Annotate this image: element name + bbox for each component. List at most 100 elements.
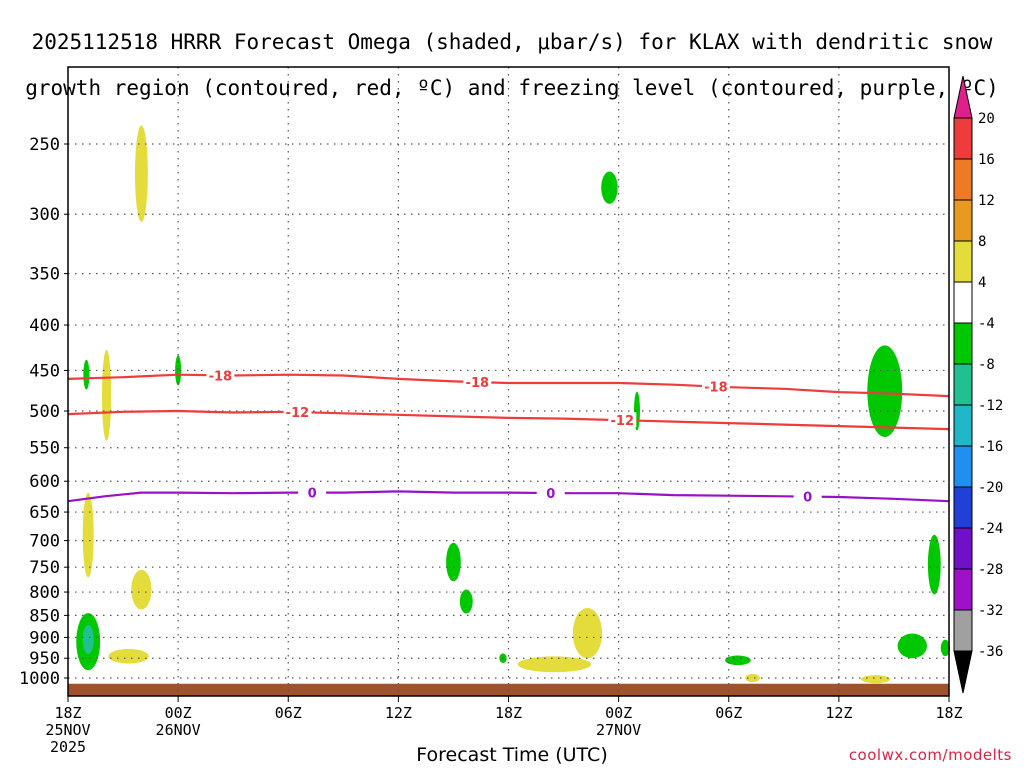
xtick-label-0-1: 25NOV [45,721,90,739]
colorbar-label-8: -16 [978,439,1003,455]
ytick-label-650: 650 [29,503,60,523]
xtick-label-5-1: 27NOV [596,721,641,739]
colorbar-bin-1 [953,158,973,201]
xtick-label-0-0: 18Z [54,704,81,722]
omega-region-6 [867,345,903,438]
contour-lines: -18 -18 -18 -12 -12 0 0 0 [67,367,950,506]
contour-1 [67,409,950,431]
contour-label-bg-1-1 [608,412,637,428]
gridlines [68,67,949,696]
xtick-label-2-0: 06Z [275,704,302,722]
omega-region-11 [927,534,941,595]
colorbar-bottom-arrow [953,650,973,694]
ytick-label-450: 450 [29,361,60,381]
contour-label-0-2: -18 [704,381,728,396]
ytick-label-300: 300 [29,205,60,225]
omega-region-21 [860,675,891,684]
contour-label-2-1: 0 [546,487,555,502]
xtick-label-5-0: 00Z [605,704,632,722]
colorbar-label-13: -36 [978,644,1003,660]
colorbar-bin-7 [953,404,973,447]
terrain-layer [68,683,949,696]
ytick-label-250: 250 [29,135,60,155]
contour-label-1-0: -12 [286,406,310,421]
colorbar-bin-2 [953,199,973,242]
ytick-label-500: 500 [29,402,60,422]
ytick-label-550: 550 [29,439,60,459]
colorbar-label-2: 12 [978,193,995,209]
omega-region-13 [82,624,94,655]
colorbar-bin-11 [953,568,973,611]
ytick-label-850: 850 [29,606,60,626]
y-axis: 2503003504004505005506006507007508008509… [19,135,68,689]
colorbar-bin-3 [953,240,973,283]
colorbar-bin-10 [953,527,973,570]
colorbar-bin-9 [953,486,973,529]
colorbar-label-5: -4 [978,316,995,332]
omega-region-10 [459,589,473,614]
colorbar-label-9: -20 [978,480,1003,496]
contour-label-bg-0-1 [463,374,492,390]
contour-label-bg-2-1 [536,485,565,501]
contour-2 [67,490,950,503]
title-line-1: 2025112518 HRRR Forecast Omega (shaded, … [31,30,993,54]
colorbar-bin-5 [953,322,973,365]
ytick-label-350: 350 [29,265,60,285]
colorbar-bin-8 [953,445,973,488]
omega-region-17 [572,607,603,659]
omega-shading [76,125,950,684]
ytick-label-800: 800 [29,583,60,603]
contour-label-bg-2-0 [298,484,327,500]
xtick-label-1-1: 26NOV [156,721,201,739]
ytick-label-400: 400 [29,316,60,336]
plot-frame [67,66,950,697]
chart-title: 2025112518 HRRR Forecast Omega (shaded, … [0,8,1024,123]
contour-label-1-1: -12 [611,414,635,429]
xtick-label-6-0: 06Z [715,704,742,722]
omega-region-16 [517,656,592,673]
contour-label-bg-0-0 [206,367,235,383]
colorbar: 20 16 12 8 4 -4 -8 -12 -16 -20 -24 -28 -32 -36 [953,75,1003,694]
contour-label-bg-1-0 [283,404,312,420]
colorbar-bin-6 [953,363,973,406]
credit-link[interactable]: coolwx.com/modelts [848,746,1012,764]
omega-region-1 [601,171,618,204]
contour-0 [67,373,950,398]
colorbar-bin-0 [953,117,973,160]
contour-label-bg-0-2 [701,378,730,394]
ytick-label-750: 750 [29,558,60,578]
contour-label-2-2: 0 [803,491,812,506]
colorbar-bin-4 [953,281,973,324]
omega-region-18 [725,655,751,666]
colorbar-label-11: -28 [978,562,1003,578]
terrain-fill [68,683,949,696]
omega-region-8 [131,569,152,610]
x-axis-title: Forecast Time (UTC) [416,744,608,766]
xtick-label-0-2: 2025 [50,738,86,756]
omega-region-22 [745,674,760,682]
xtick-label-8-0: 18Z [935,704,962,722]
omega-region-2 [83,359,90,390]
colorbar-top-arrow [953,75,973,119]
omega-region-3 [101,349,112,441]
colorbar-label-12: -32 [978,603,1003,619]
omega-region-0 [134,125,148,222]
omega-region-14 [108,648,149,664]
ytick-label-1000: 1000 [19,669,60,689]
xtick-label-4-0: 18Z [495,704,522,722]
ytick-label-950: 950 [29,649,60,669]
xtick-label-7-0: 12Z [825,704,852,722]
omega-region-4 [175,355,182,386]
ytick-label-700: 700 [29,532,60,552]
colorbar-bin-12 [953,609,973,652]
ytick-label-600: 600 [29,472,60,492]
title-line-2: growth region (contoured, red, ºC) and f… [25,76,999,100]
omega-region-20 [940,639,950,657]
ytick-label-900: 900 [29,628,60,648]
omega-region-7 [82,492,94,578]
xtick-label-3-0: 12Z [385,704,412,722]
colorbar-label-6: -8 [978,357,995,373]
contour-label-2-0: 0 [308,487,317,502]
